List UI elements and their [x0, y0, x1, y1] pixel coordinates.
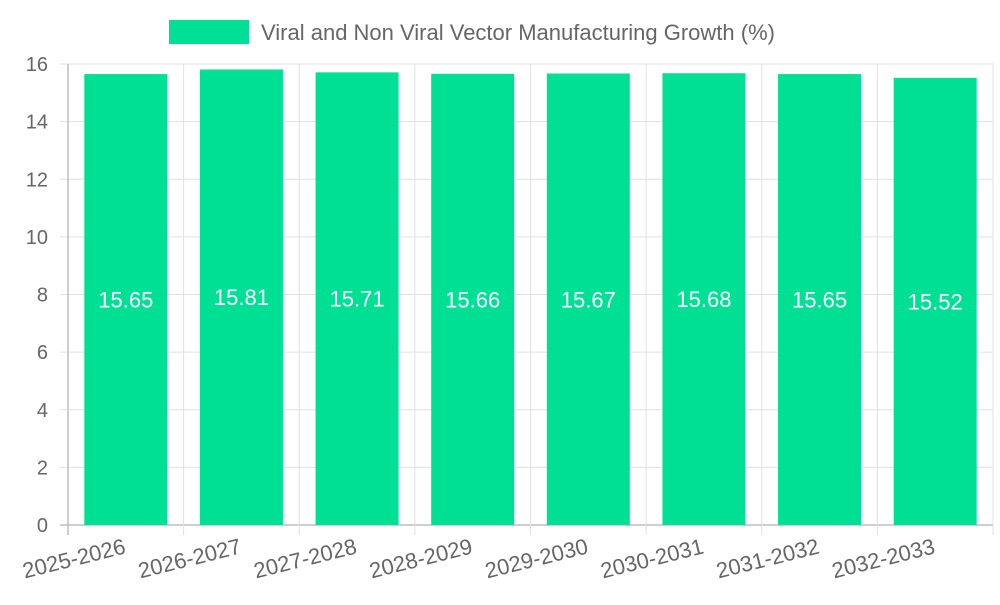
bar-value-label: 15.52 [908, 289, 963, 314]
bar[interactable] [546, 73, 630, 526]
bar[interactable] [431, 73, 515, 525]
legend-swatch [169, 20, 249, 44]
y-tick-label: 16 [26, 54, 48, 76]
y-tick-label: 2 [37, 457, 48, 479]
y-tick-label: 8 [37, 285, 48, 307]
y-axis-ticks: 0 2 4 6 8 10 12 14 16 [26, 54, 48, 537]
x-tick-label: 2026-2027 [136, 534, 244, 584]
bars [84, 69, 977, 526]
bar-value-label: 15.71 [330, 287, 385, 312]
x-tick-label: 2028-2029 [367, 534, 475, 584]
bar-value-label: 15.67 [561, 287, 616, 312]
bar-value-label: 15.68 [676, 287, 731, 312]
x-tick-label: 2027-2028 [251, 534, 359, 584]
bar[interactable] [199, 69, 283, 526]
y-tick-label: 14 [26, 112, 48, 134]
bar-value-label: 15.81 [214, 285, 269, 310]
bar-value-label: 15.65 [792, 288, 847, 313]
data-labels: 15.65 15.81 15.71 15.66 15.67 15.68 15.65 15.52 [98, 285, 962, 314]
y-tick-label: 6 [37, 342, 48, 364]
x-tick-label: 2029-2030 [482, 534, 590, 584]
y-tick-label: 0 [37, 515, 48, 537]
bar[interactable] [893, 77, 977, 525]
y-tick-label: 12 [26, 169, 48, 191]
x-axis-ticks: 2025-2026 2026-2027 2027-2028 2028-2029 2029… [20, 534, 938, 584]
x-tick-label: 2031-2032 [714, 534, 822, 584]
bar[interactable] [778, 74, 862, 525]
legend[interactable]: Viral and Non Viral Vector Manufacturing… [169, 20, 775, 45]
legend-label: Viral and Non Viral Vector Manufacturing… [261, 20, 775, 45]
bar-value-label: 15.66 [445, 287, 500, 312]
bar[interactable] [315, 72, 399, 525]
bar[interactable] [662, 73, 746, 525]
x-tick-label: 2025-2026 [20, 534, 128, 584]
bar[interactable] [84, 74, 168, 525]
y-tick-label: 10 [26, 227, 48, 249]
bar-value-label: 15.65 [98, 288, 153, 313]
x-tick-label: 2032-2033 [829, 534, 937, 584]
y-tick-label: 4 [37, 400, 48, 422]
x-tick-label: 2030-2031 [598, 534, 706, 584]
